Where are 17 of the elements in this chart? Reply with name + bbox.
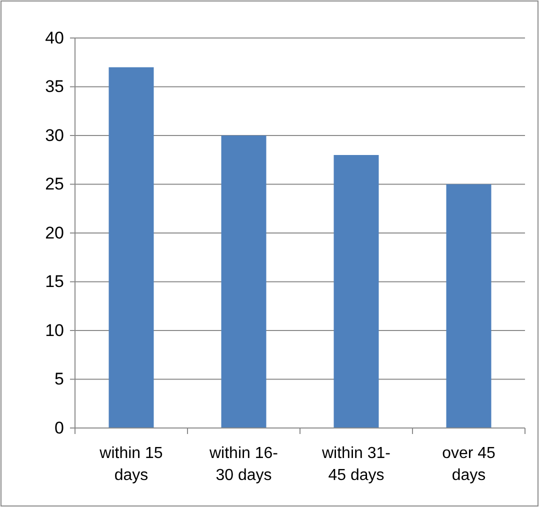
y-tick-label: 5: [54, 370, 64, 389]
x-tick-label: within 16-30 days: [208, 445, 278, 484]
y-tick-label: 20: [45, 223, 64, 242]
y-tick-label: 10: [45, 320, 64, 340]
y-tick-label: 35: [45, 77, 64, 96]
bar: [108, 67, 154, 428]
bar: [221, 136, 266, 428]
x-tick-label: within 31-45 days: [321, 445, 390, 484]
y-tick-label: 30: [45, 126, 64, 145]
bar: [334, 155, 379, 428]
y-tick-label: 0: [54, 418, 64, 438]
y-tick-label: 15: [45, 272, 64, 292]
bar: [446, 184, 492, 428]
y-tick-label: 25: [45, 174, 64, 194]
y-tick-label: 40: [45, 28, 64, 48]
x-tick-label: over 45 days: [442, 445, 496, 484]
x-tick-label: within 15 days: [98, 445, 163, 484]
